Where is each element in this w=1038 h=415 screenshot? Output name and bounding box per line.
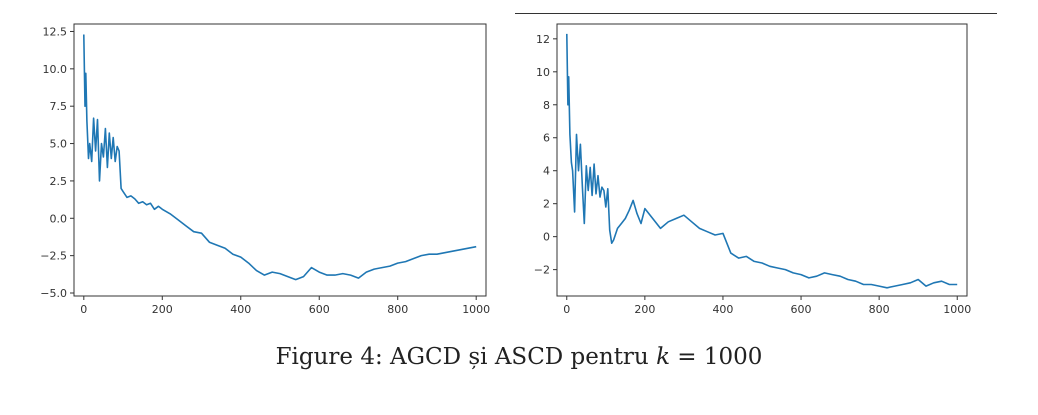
y-tick-label: 2.5 <box>50 175 68 188</box>
series-line <box>566 33 958 289</box>
top-rule <box>515 13 997 14</box>
y-tick-label: 5.0 <box>50 138 68 151</box>
x-tick-label: 200 <box>152 303 173 316</box>
series-line <box>83 34 477 281</box>
y-tick-label: 7.5 <box>50 100 68 113</box>
caption-relation: = 1000 <box>670 344 763 370</box>
y-tick-label: −5.0 <box>40 287 67 300</box>
y-tick-label: −2.5 <box>40 250 67 263</box>
caption-variable: k <box>656 344 670 370</box>
plot-frame <box>73 23 487 297</box>
y-tick-label: 10.0 <box>43 63 68 76</box>
y-tick-label: 0.0 <box>50 212 68 225</box>
x-tick-label: 800 <box>869 303 890 316</box>
chart-agcd: 0 200 400 600 800 1000 12.5 10.0 7.5 5.0 2.5 0.0 −2.… <box>40 23 490 316</box>
x-tick-label: 0 <box>80 303 87 316</box>
y-tick-label: 2 <box>543 198 550 211</box>
y-tick-label: 0 <box>543 231 550 244</box>
chart-ascd: 0 200 400 600 800 1000 12 10 8 6 4 2 0 −2 <box>534 23 971 316</box>
y-tick-label: 6 <box>543 132 550 145</box>
x-tick-label: 800 <box>387 303 408 316</box>
x-tick-label: 600 <box>309 303 330 316</box>
y-tick-label: −2 <box>534 264 550 277</box>
x-tick-label: 1000 <box>462 303 490 316</box>
figure-caption: Figure 4: AGCD și ASCD pentru k = 1000 <box>0 344 1038 370</box>
caption-prefix: Figure 4: AGCD și ASCD pentru <box>275 344 657 370</box>
x-tick-label: 400 <box>712 303 733 316</box>
x-tick-label: 0 <box>563 303 570 316</box>
x-tick-label: 600 <box>791 303 812 316</box>
x-tick-label: 400 <box>230 303 251 316</box>
y-tick-label: 12.5 <box>43 25 68 38</box>
x-tick-label: 200 <box>634 303 655 316</box>
y-tick-label: 10 <box>536 66 550 79</box>
x-tick-label: 1000 <box>943 303 971 316</box>
y-tick-label: 8 <box>543 99 550 112</box>
plot-frame <box>556 23 968 297</box>
y-tick-label: 4 <box>543 165 550 178</box>
y-tick-label: 12 <box>536 33 550 46</box>
